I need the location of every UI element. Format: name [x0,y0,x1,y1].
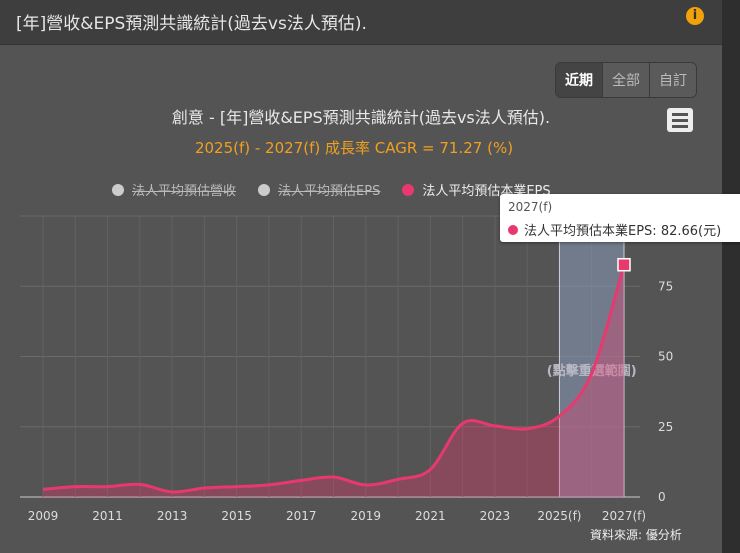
y-tick-label: 75 [658,279,673,293]
x-tick-label: 2027(f) [602,509,646,523]
tooltip-header: 2027(f) [508,200,553,214]
chart-title: 創意 - [年]營收&EPS預測共識統計(過去vs法人預估). [171,108,551,127]
data-source: 資料來源: 優分析 [590,528,682,542]
range-selector: 近期 全部 自訂 [555,62,697,98]
range-custom-button[interactable]: 自訂 [649,63,696,97]
y-tick-label: 0 [658,490,666,504]
series-area [43,264,624,497]
x-tick-label: 2009 [28,509,59,523]
legend-item-eps[interactable]: 法人平均預估EPS [258,180,380,199]
x-tick-label: 2017 [286,509,317,523]
x-tick-label: 2013 [157,509,188,523]
y-tick-label: 50 [658,350,673,364]
x-tick-label: 2023 [480,509,511,523]
series-dot-icon [508,225,518,235]
scrollbar[interactable] [722,0,740,553]
x-tick-label: 2015 [221,509,252,523]
tooltip-text: 法人平均預估本業EPS: 82.66(元) [524,224,722,239]
tooltip: 2027(f) 法人平均預估本業EPS: 82.66(元) [500,194,740,242]
info-icon[interactable]: i [686,7,704,25]
header-bar: [年]營收&EPS預測共識統計(過去vs法人預估). i [0,0,722,45]
range-recent-button[interactable]: 近期 [556,63,602,97]
x-tick-label: 2025(f) [537,509,581,523]
legend-item-revenue[interactable]: 法人平均預估營收 [112,180,236,199]
x-tick-label: 2019 [351,509,382,523]
chart-subtitle: 2025(f) - 2027(f) 成長率 CAGR = 71.27 (%) [194,139,514,157]
x-tick-label: 2021 [415,509,446,523]
data-point-highlighted [617,257,631,272]
x-tick-label: 2011 [92,509,123,523]
y-tick-label: 25 [658,420,673,434]
header-title: [年]營收&EPS預測共識統計(過去vs法人預估). [16,14,367,34]
hamburger-menu-icon[interactable] [667,108,693,132]
range-all-button[interactable]: 全部 [602,63,649,97]
